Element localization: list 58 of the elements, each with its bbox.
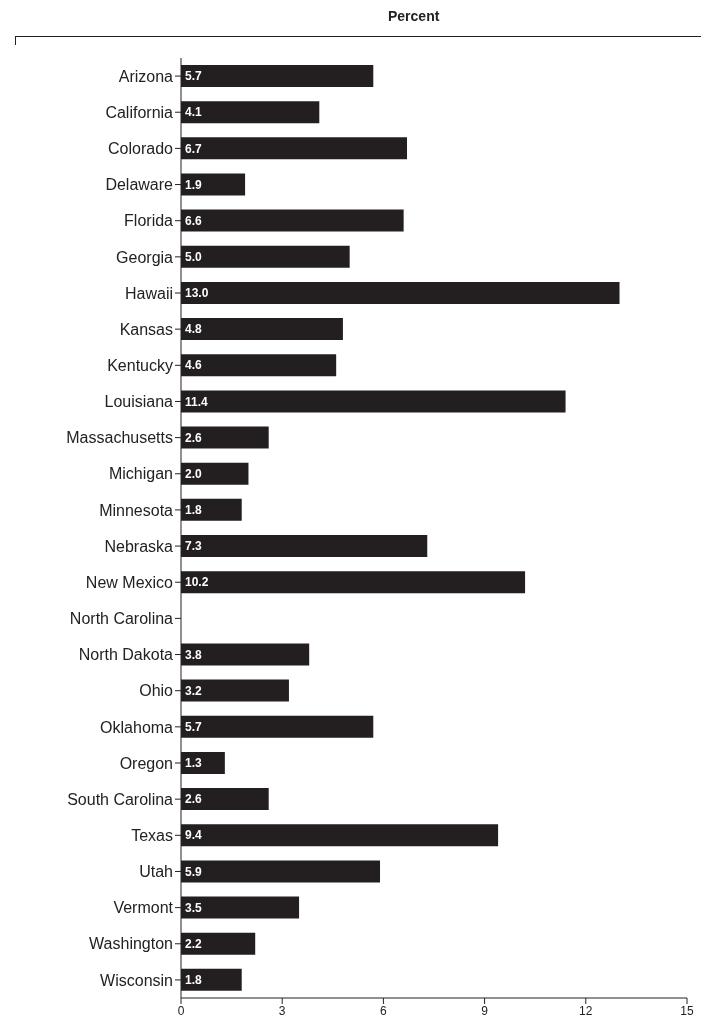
x-tick-label: 3 [278,1003,286,1018]
y-tick-label: Minnesota [99,501,174,519]
y-tick-label: Georgia [116,248,174,266]
data-label: 3.8 [185,647,203,662]
data-label: 1.9 [185,177,203,192]
y-tick-label: South Carolina [67,790,174,808]
y-tick-label: Louisiana [104,393,174,411]
y-tick-label: Massachusetts [66,429,173,447]
y-tick-label: Arizona [118,67,174,85]
y-tick-label: Ohio [139,682,174,700]
data-label: 6.6 [185,213,203,228]
data-label: 4.6 [185,358,203,373]
y-tick-label: Oklahoma [100,718,174,736]
x-tick-label: 0 [177,1003,185,1018]
y-tick-label: Vermont [113,899,174,917]
y-tick-label: Michigan [108,465,173,483]
data-label: 2.6 [185,792,203,807]
data-label: 5.9 [185,864,203,879]
data-label: 5.7 [185,69,203,84]
y-tick-label: Nebraska [104,537,174,555]
y-tick-label: Delaware [105,176,174,194]
data-label: 5.0 [185,250,203,265]
data-label: 13.0 [185,286,209,301]
y-tick-label: Kansas [119,320,173,338]
x-tick-label: 9 [481,1003,489,1018]
data-label: 1.8 [185,973,203,988]
x-tick-label: 6 [380,1003,388,1018]
y-tick-label: California [105,103,174,121]
y-tick-label: Washington [89,935,173,953]
data-label: 2.2 [185,936,203,951]
data-label: 4.8 [185,322,203,337]
y-tick-label: Hawaii [124,284,173,302]
y-tick-label: Wisconsin [100,971,173,989]
y-tick-label: Kentucky [107,356,173,374]
data-label: 10.2 [185,575,209,590]
y-tick-label: Oregon [119,754,173,772]
y-tick-label: Utah [139,863,173,881]
data-label: 9.4 [185,828,203,843]
data-label: 5.7 [185,720,203,735]
y-tick-label: North Carolina [69,610,174,628]
x-tick-label: 12 [579,1003,593,1018]
data-label: 6.7 [185,141,203,156]
y-tick-label: New Mexico [85,573,174,591]
data-label: 2.0 [185,466,203,481]
data-label: 7.3 [185,539,203,554]
y-tick-label: Colorado [108,140,174,158]
y-tick-label: North Dakota [78,646,174,664]
x-tick-label: 15 [680,1003,694,1018]
y-tick-label: Texas [131,826,173,844]
data-label: 1.3 [185,756,203,771]
data-label: 11.4 [185,394,209,409]
data-label: 2.6 [185,430,203,445]
data-label: 1.8 [185,503,203,518]
data-label: 3.2 [185,683,203,698]
data-label: 4.1 [185,105,203,120]
data-label: 3.5 [185,900,203,915]
chart-title: Percent [388,8,440,24]
y-tick-label: Florida [124,212,174,230]
